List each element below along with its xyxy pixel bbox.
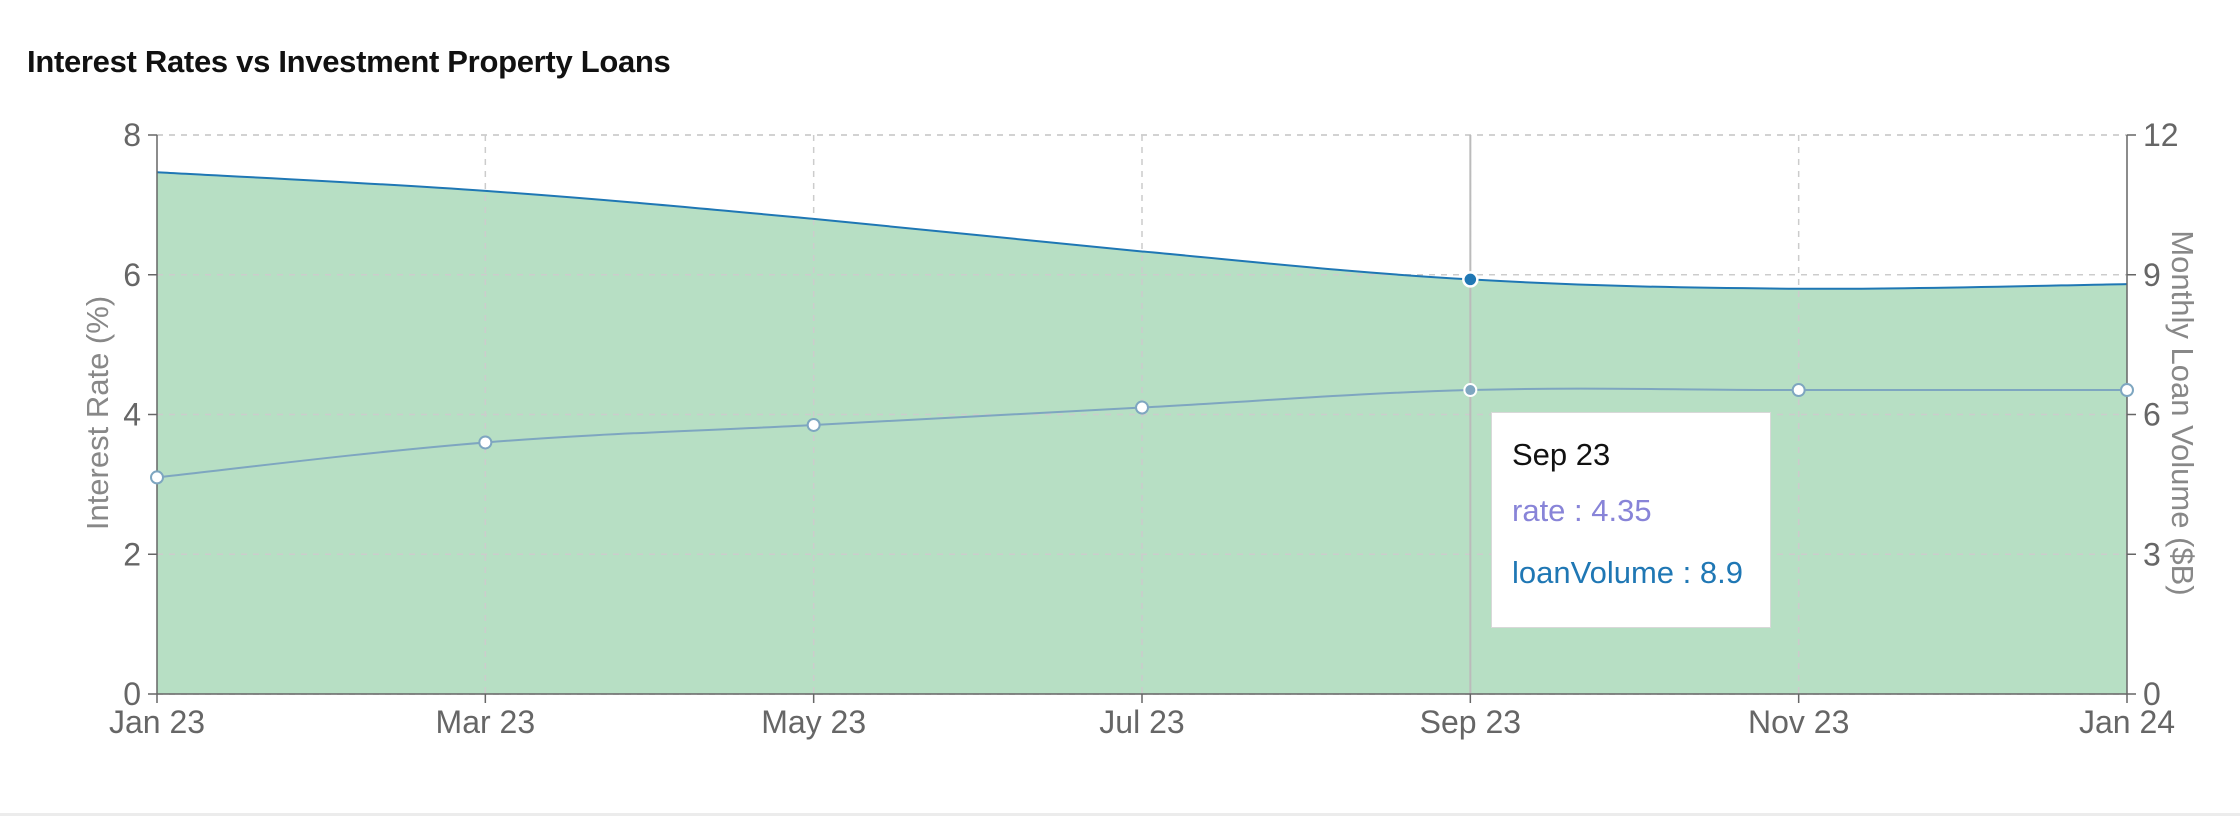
y2-tick-label: 3 xyxy=(2143,536,2161,572)
x-tick-label: Jan 23 xyxy=(109,704,205,740)
chart-title: Interest Rates vs Investment Property Lo… xyxy=(27,44,671,79)
rate-point xyxy=(2120,383,2134,398)
x-tick-label: Jul 23 xyxy=(1099,704,1184,740)
loan-volume-line xyxy=(156,171,2128,290)
y2-tick-label: 0 xyxy=(2143,676,2161,712)
rate-point xyxy=(1791,383,1806,398)
y-axis-label: Interest Rate (%) xyxy=(80,296,115,530)
x-tick-label: Sep 23 xyxy=(1420,704,1521,740)
axis-layer: 0 2 4 6 8 0 3 6 9 12 Jan 23 Mar 23 May 23 Jul 23 Sep 2… xyxy=(109,117,2179,740)
x-tick-label: Mar 23 xyxy=(436,704,536,740)
x-tick-label: May 23 xyxy=(761,704,866,740)
point-layer xyxy=(150,271,2134,485)
rate-point xyxy=(1135,400,1149,415)
y2-tick-label: 6 xyxy=(2143,397,2161,433)
rate-point xyxy=(1463,383,1478,398)
loan-volume-active-point xyxy=(1462,271,1479,288)
rate-point xyxy=(478,435,493,450)
y2-axis-label: Monthly Loan Volume ($B) xyxy=(2165,230,2200,595)
y2-tick-label: 12 xyxy=(2143,117,2179,153)
x-tick-label: Jan 24 xyxy=(2079,704,2175,740)
chart-tooltip: Sep 23 rate : 4.35 loanVolume : 8.9 xyxy=(1491,412,1771,628)
tooltip-loan-volume: loanVolume : 8.9 xyxy=(1512,555,1743,590)
x-tick-label: Nov 23 xyxy=(1748,704,1849,740)
y2-tick-label: 9 xyxy=(2143,257,2161,293)
y-tick-label: 2 xyxy=(123,536,141,572)
rate-point xyxy=(806,417,821,432)
tooltip-title: Sep 23 xyxy=(1512,437,1611,472)
y-tick-label: 6 xyxy=(123,257,141,293)
y-tick-label: 8 xyxy=(123,117,141,153)
tooltip-rate: rate : 4.35 xyxy=(1512,493,1652,528)
y-tick-label: 0 xyxy=(123,676,141,712)
y-tick-label: 4 xyxy=(123,397,141,433)
rate-point xyxy=(150,470,164,485)
